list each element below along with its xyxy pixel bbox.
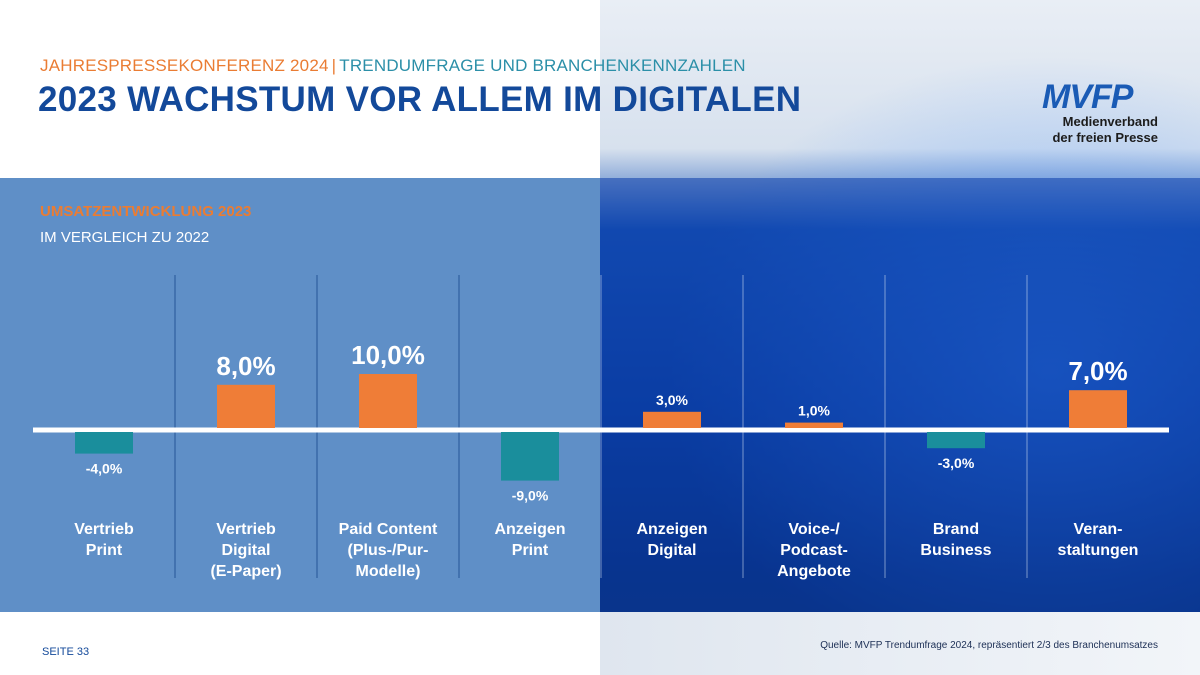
- kicker-separator: |: [331, 56, 337, 75]
- data-label: -9,0%: [512, 488, 549, 504]
- category-label: Veran-: [1074, 521, 1123, 538]
- logo-mark: MVFP: [1042, 78, 1133, 116]
- category-label: Digital: [648, 542, 697, 559]
- data-label: 8,0%: [216, 351, 275, 381]
- category-label: Anzeigen: [636, 521, 707, 538]
- data-label: 7,0%: [1068, 356, 1127, 386]
- data-label: 3,0%: [656, 392, 688, 408]
- chart-panel-left: [0, 178, 600, 612]
- category-label: Angebote: [777, 563, 851, 580]
- data-label: -3,0%: [938, 455, 975, 471]
- category-label: Print: [512, 542, 549, 559]
- bar: [359, 374, 417, 428]
- footer-band: [600, 612, 1200, 675]
- mvfp-logo: MVFP Medienverband der freien Presse: [1030, 80, 1170, 146]
- revenue-bar-chart: -4,0% Vertrieb Print 8,0% Vertrieb Digital (E-…: [33, 275, 1169, 580]
- page-number: SEITE 33: [42, 646, 90, 658]
- kicker-topic: TRENDUMFRAGE UND BRANCHENKENNZAHLEN: [339, 56, 746, 75]
- category-label: Brand: [933, 521, 979, 538]
- bar: [217, 384, 275, 428]
- category-label: Print: [86, 542, 123, 559]
- data-label: 10,0%: [351, 340, 425, 370]
- header-kicker: JAHRESPRESSEKONFERENZ 2024 | TRENDUMFRAGE …: [40, 56, 746, 76]
- source-note: Quelle: MVFP Trendumfrage 2024, repräsen…: [820, 640, 1158, 651]
- category-label: Digital: [222, 542, 271, 559]
- category-label: Voice-/: [788, 521, 840, 538]
- category-label: Podcast-: [780, 542, 848, 559]
- chart-subtitle: IM VERGLEICH ZU 2022: [40, 229, 210, 246]
- bar: [501, 432, 559, 481]
- logo-line-1: Medienverband: [1062, 114, 1158, 129]
- data-label: -4,0%: [86, 461, 123, 477]
- logo-line-2: der freien Presse: [1052, 130, 1158, 145]
- chart-title: UMSATZENTWICKLUNG 2023: [40, 203, 252, 220]
- category-label: Anzeigen: [494, 521, 565, 538]
- category-label: Business: [920, 542, 991, 559]
- bar: [785, 422, 843, 428]
- category-label: staltungen: [1058, 542, 1139, 559]
- category-label: Vertrieb: [74, 521, 134, 538]
- bar: [927, 432, 985, 449]
- category-label: (E-Paper): [210, 563, 281, 580]
- bar: [643, 411, 701, 428]
- bar: [1069, 390, 1127, 428]
- data-label: 1,0%: [798, 403, 830, 419]
- category-label: Modelle): [356, 563, 421, 580]
- category-label: (Plus-/Pur-: [348, 542, 429, 559]
- kicker-event: JAHRESPRESSEKONFERENZ 2024: [40, 56, 329, 75]
- bar: [75, 432, 133, 454]
- category-label: Paid Content: [339, 521, 438, 538]
- category-label: Vertrieb: [216, 521, 276, 538]
- page-title: 2023 WACHSTUM VOR ALLEM IM DIGITALEN: [38, 80, 802, 119]
